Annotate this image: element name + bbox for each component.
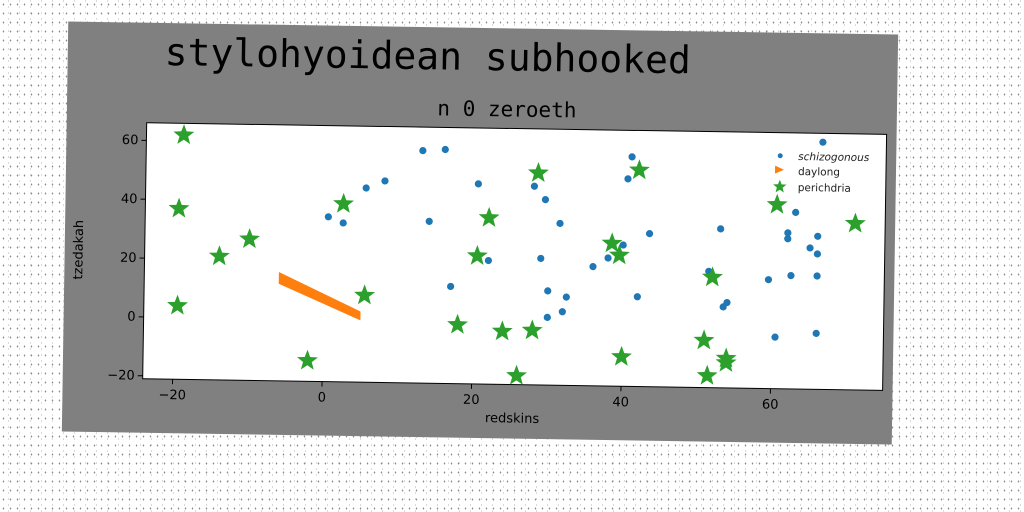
y-tick-label: 40 — [121, 192, 138, 207]
x-axis-label: redskins — [485, 411, 540, 427]
chart-title: stylohyoidean subhooked — [164, 30, 691, 82]
chart-subtitle: n 0 zeroeth — [437, 96, 576, 122]
x-tick-label: −20 — [158, 388, 186, 403]
y-axis: −20 0 20 40 60 — [107, 133, 146, 384]
legend-label-daylong: daylong — [798, 166, 840, 179]
x-tick-label: 60 — [762, 397, 779, 412]
x-tick-label: 20 — [463, 393, 480, 408]
y-axis-label: tzedakah — [71, 220, 87, 280]
y-tick-label: −20 — [107, 368, 135, 383]
x-tick-label: 40 — [612, 395, 629, 410]
legend-label-perichdria: perichdria — [798, 182, 851, 195]
legend-label-schizogonous: schizogonous — [798, 151, 870, 164]
scatter-chart: stylohyoidean subhooked n 0 zeroeth −20 0… — [62, 22, 898, 445]
chart-figure: stylohyoidean subhooked n 0 zeroeth −20 0… — [62, 22, 898, 445]
y-tick-label: 20 — [120, 251, 137, 266]
x-tick-label: 0 — [318, 390, 327, 405]
plot-area — [143, 123, 887, 391]
y-tick-label: 60 — [122, 133, 139, 148]
y-tick-label: 0 — [127, 310, 136, 325]
